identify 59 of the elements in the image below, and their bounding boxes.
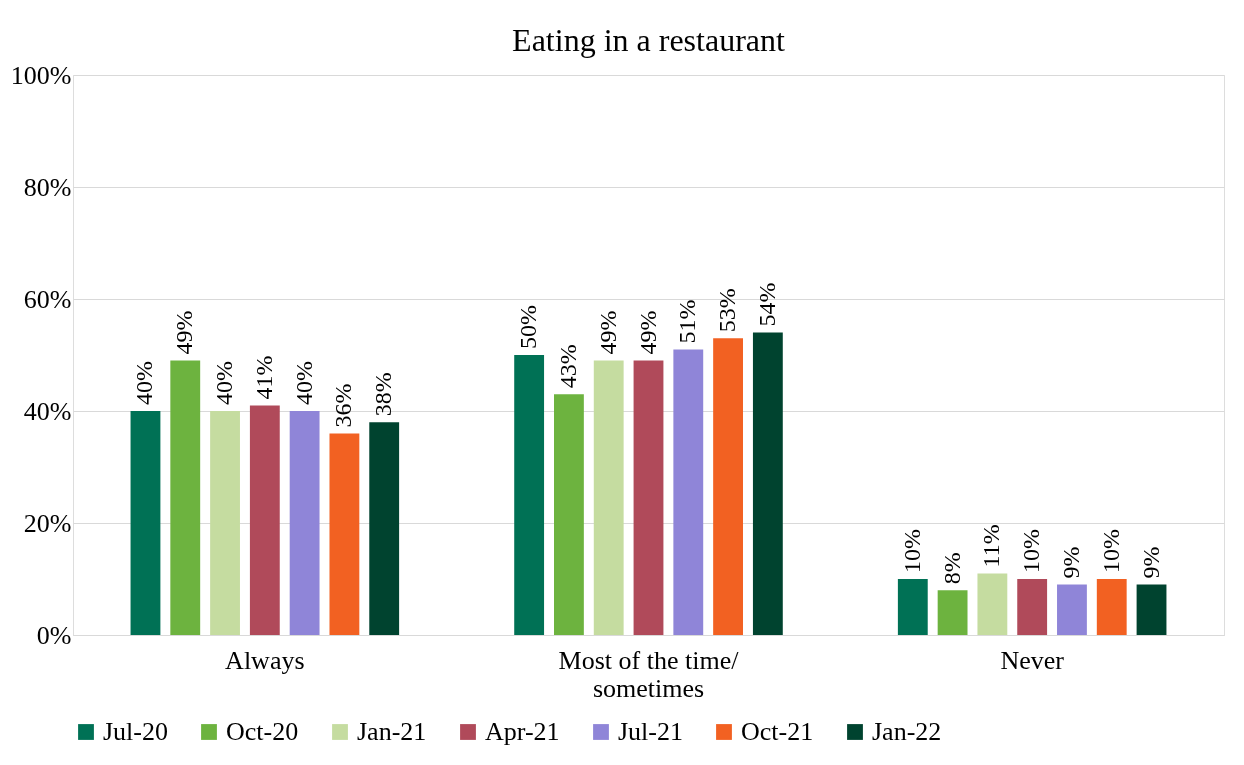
bar	[1096, 579, 1127, 635]
bar	[1057, 584, 1087, 635]
bar	[289, 411, 320, 635]
data-label: 10%	[1018, 529, 1045, 573]
data-label: 43%	[554, 344, 581, 389]
legend-label: Jul-21	[618, 717, 683, 746]
data-label: 10%	[1097, 529, 1124, 573]
bar	[897, 579, 928, 635]
legend-label: Oct-20	[226, 717, 299, 746]
data-label: 51%	[674, 299, 701, 344]
bar	[673, 349, 704, 635]
data-label: 41%	[250, 355, 277, 400]
y-tick-label: 80%	[23, 172, 72, 202]
data-label: 54%	[753, 282, 780, 327]
y-tick-label: 20%	[23, 508, 72, 538]
y-tick-label: 0%	[36, 620, 72, 650]
x-tick-label: Never	[1000, 645, 1065, 675]
bar	[329, 433, 360, 635]
x-tick-label: Most of the time/ sometimes	[558, 645, 740, 703]
bar	[1136, 584, 1167, 635]
data-label: 9%	[1057, 546, 1084, 579]
bar	[713, 338, 743, 635]
data-label: 11%	[978, 524, 1005, 568]
y-tick-label: 100%	[10, 60, 72, 90]
data-label: 38%	[370, 372, 397, 417]
bar	[210, 411, 240, 635]
data-label: 53%	[714, 288, 741, 333]
bar	[514, 355, 545, 635]
bar	[1017, 579, 1048, 635]
data-label: 50%	[515, 305, 542, 349]
data-label: 49%	[594, 310, 621, 355]
legend-label: Jan-22	[872, 717, 942, 746]
data-label: 40%	[131, 361, 158, 405]
bar	[249, 405, 280, 635]
bar	[170, 360, 201, 635]
data-label: 8%	[938, 552, 965, 585]
bar	[593, 360, 624, 635]
legend-label: Jan-21	[357, 717, 427, 746]
data-label: 49%	[171, 310, 198, 355]
y-tick-label: 60%	[23, 284, 72, 314]
bar	[554, 394, 584, 635]
data-label: 9%	[1137, 546, 1164, 579]
bar	[937, 590, 968, 635]
legend-label: Jul-20	[103, 717, 168, 746]
legend-label: Oct-21	[741, 717, 814, 746]
bar	[369, 422, 400, 635]
bar	[633, 360, 664, 635]
data-label: 10%	[898, 529, 925, 573]
chart-title: Eating in a restaurant	[512, 22, 785, 58]
y-tick-label: 40%	[23, 396, 72, 426]
data-label: 40%	[290, 361, 317, 405]
x-tick-label: Always	[225, 645, 305, 675]
bar	[130, 411, 161, 635]
data-label: 36%	[330, 383, 357, 428]
data-label: 49%	[634, 310, 661, 355]
bar	[752, 332, 783, 635]
data-label: 40%	[211, 361, 238, 405]
legend-label: Apr-21	[485, 717, 560, 746]
bar	[977, 573, 1008, 635]
